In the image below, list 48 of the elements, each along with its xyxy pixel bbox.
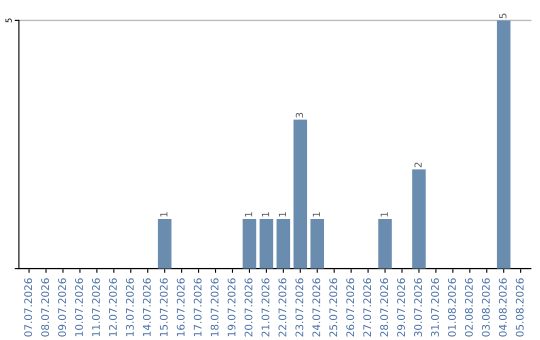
x-tick-label: 12.07.2026 (108, 278, 117, 336)
x-tick-label: 31.07.2026 (431, 278, 439, 336)
x-tick-label: 17.07.2026 (194, 278, 202, 336)
x-tick-label: 13.07.2026 (126, 278, 134, 336)
x-tick-label: 15.07.2026 (160, 278, 168, 336)
x-tick-label: 18.07.2026 (210, 278, 219, 336)
x-tick-label: 02.08.2026 (464, 278, 473, 337)
data-label: 1 (278, 212, 286, 217)
bar (378, 218, 392, 269)
data-label: 1 (312, 212, 320, 217)
x-tick-label: 04.08.2026 (498, 278, 507, 337)
data-label: 1 (160, 212, 168, 217)
x-tick-label: 26.07.2026 (346, 278, 354, 337)
x-tick-label: 07.07.2026 (24, 278, 32, 337)
data-label: 5 (499, 14, 507, 18)
x-tick-label: 24.07.2026 (312, 278, 320, 337)
x-tick-label: 08.07.2026 (41, 278, 50, 337)
x-tick-label: 29.07.2026 (397, 278, 406, 337)
x-tick-label: 21.07.2026 (262, 278, 270, 337)
bar (412, 169, 426, 269)
data-label: 1 (380, 212, 388, 217)
x-tick-label: 22.07.2026 (278, 278, 286, 337)
x-tick-label: 14.07.2026 (142, 278, 151, 336)
bar (260, 218, 274, 269)
x-tick-label: 16.07.2026 (176, 278, 185, 336)
x-tick-label: 05.08.2026 (516, 278, 524, 337)
x-tick-label: 01.08.2026 (448, 278, 456, 337)
x-tick-label: 27.07.2026 (363, 278, 372, 337)
x-tick-label: 25.07.2026 (329, 278, 338, 337)
x-tick-label: 09.07.2026 (58, 278, 66, 337)
data-label: 3 (296, 112, 304, 118)
data-label: 1 (245, 212, 252, 217)
x-tick-label: 11.07.2026 (92, 278, 100, 336)
data-label: 2 (414, 162, 422, 168)
x-tick-label: 03.08.2026 (482, 278, 490, 337)
bar (294, 120, 308, 269)
x-tick-label: 23.07.2026 (295, 278, 304, 337)
x-tick-label: 28.07.2026 (380, 278, 388, 337)
x-tick-label: 19.07.2026 (228, 278, 236, 336)
bar (276, 218, 290, 269)
bar (158, 218, 172, 269)
data-label: 1 (262, 212, 270, 217)
bar (496, 20, 510, 269)
x-tick-label: 30.07.2026 (414, 278, 422, 336)
bar (310, 218, 324, 269)
x-tick-label: 20.07.2026 (244, 278, 252, 337)
bar (242, 218, 256, 269)
x-tick-label: 10.07.2026 (75, 278, 83, 336)
